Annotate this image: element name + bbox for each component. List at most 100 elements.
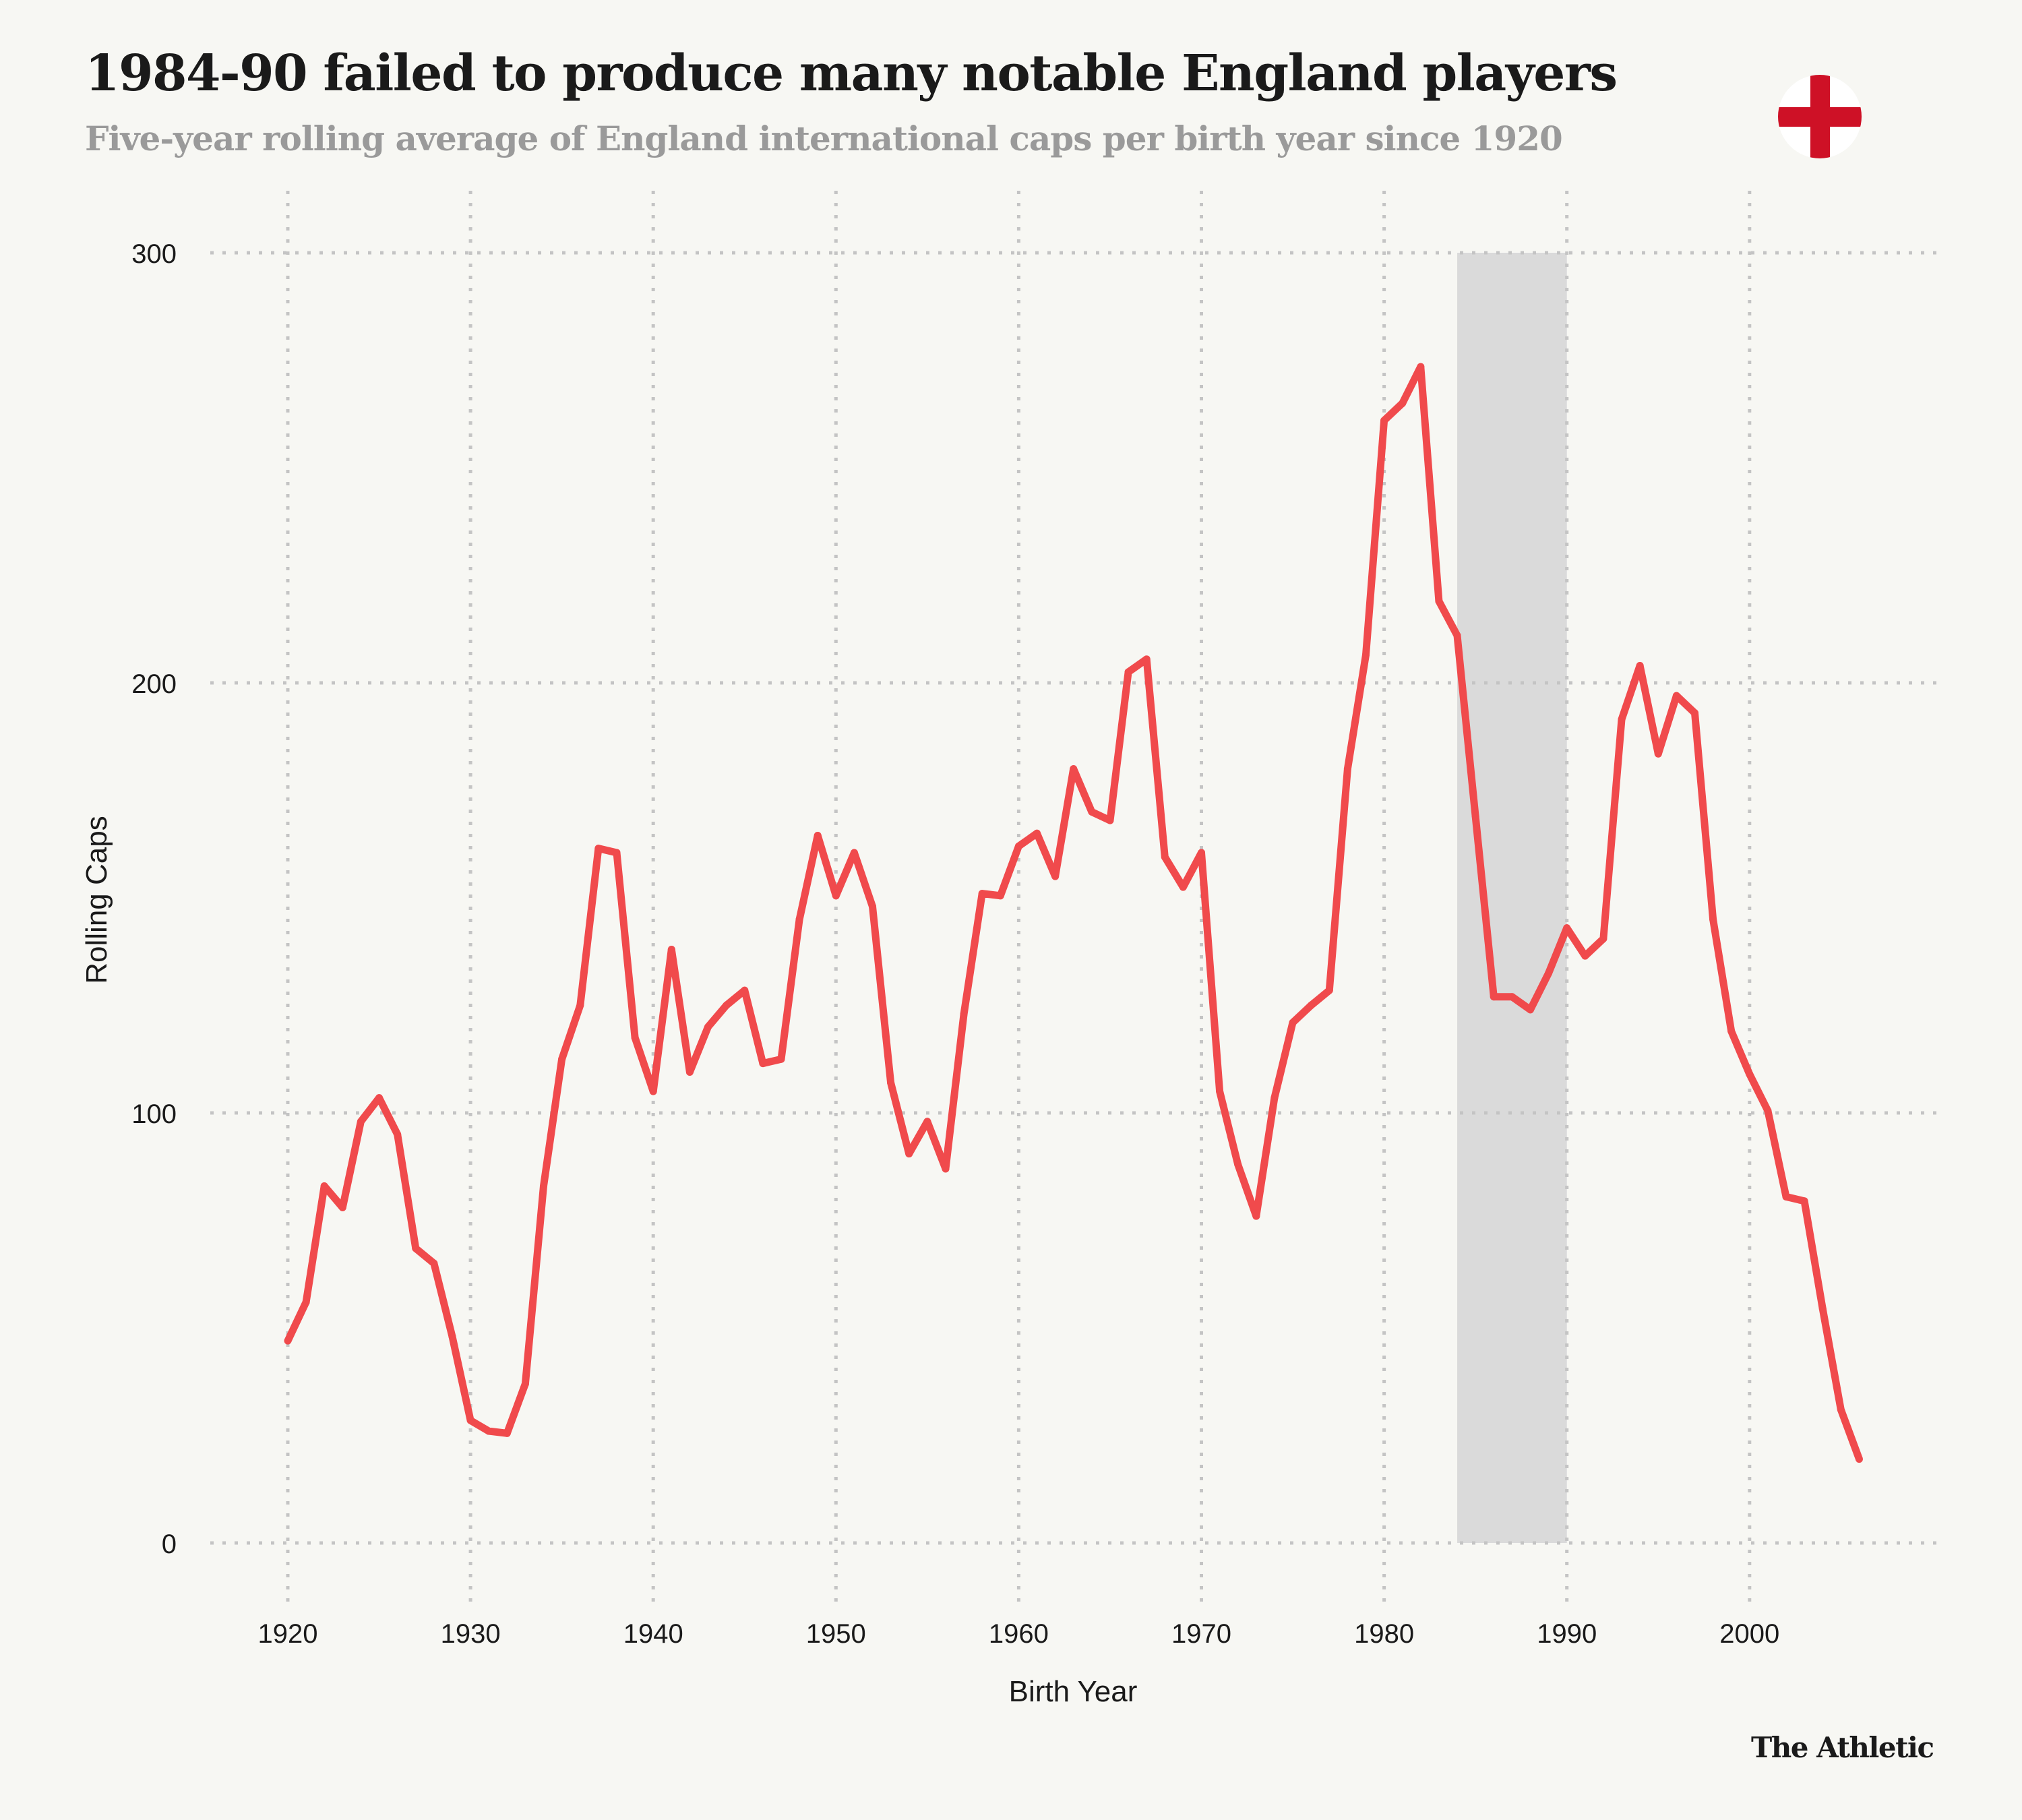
chart-title: 1984-90 failed to produce many notable E… xyxy=(85,44,1618,102)
data-point-1972 xyxy=(1234,1161,1242,1169)
x-axis-tick-labels: 1920 1930 1940 1950 1960 1970 1980 1990 2000 xyxy=(258,1619,1780,1649)
vertical-gridlines xyxy=(286,191,1752,1606)
data-point-1973 xyxy=(1252,1212,1260,1220)
data-point-1996 xyxy=(1672,692,1680,700)
data-point-1949 xyxy=(814,831,822,839)
data-point-1930 xyxy=(466,1416,474,1424)
x-tick-label: 2000 xyxy=(1719,1619,1779,1649)
data-point-1926 xyxy=(394,1130,402,1139)
data-point-1997 xyxy=(1690,709,1698,717)
data-point-1965 xyxy=(1106,816,1114,824)
data-point-1976 xyxy=(1307,1002,1315,1009)
data-point-1945 xyxy=(741,986,749,994)
data-point-1920 xyxy=(284,1337,292,1345)
data-point-1989 xyxy=(1545,969,1553,977)
data-point-1999 xyxy=(1727,1027,1736,1035)
data-point-1929 xyxy=(448,1333,456,1341)
data-point-1940 xyxy=(649,1087,657,1095)
data-point-1986 xyxy=(1490,993,1498,1001)
data-point-1991 xyxy=(1581,952,1589,960)
data-point-1934 xyxy=(540,1182,548,1190)
data-point-1942 xyxy=(685,1068,694,1076)
flag-cross-horizontal xyxy=(1778,107,1862,127)
y-tick-label: 300 xyxy=(131,239,177,269)
data-point-1971 xyxy=(1216,1087,1224,1095)
data-point-1994 xyxy=(1636,661,1644,669)
data-point-2005 xyxy=(1837,1405,1845,1414)
data-point-1927 xyxy=(412,1244,420,1252)
data-point-2003 xyxy=(1800,1197,1808,1205)
data-point-1931 xyxy=(485,1427,493,1435)
x-tick-label: 1940 xyxy=(623,1619,683,1649)
data-point-1948 xyxy=(795,915,803,923)
data-point-1984 xyxy=(1453,632,1461,640)
data-point-1981 xyxy=(1399,399,1407,407)
data-point-1941 xyxy=(667,946,675,954)
data-point-1943 xyxy=(704,1023,712,1031)
data-point-1936 xyxy=(576,1002,584,1009)
chart-subtitle: Five-year rolling average of England int… xyxy=(85,119,1563,158)
data-point-1960 xyxy=(1014,842,1022,850)
data-point-1988 xyxy=(1526,1006,1534,1014)
data-point-1977 xyxy=(1325,986,1333,994)
data-point-1990 xyxy=(1563,924,1571,932)
data-point-1935 xyxy=(558,1055,566,1063)
data-point-1956 xyxy=(942,1165,950,1173)
series-line-rolling-caps xyxy=(284,363,1863,1461)
data-point-1938 xyxy=(613,849,621,857)
x-tick-label: 1960 xyxy=(989,1619,1049,1649)
data-point-1950 xyxy=(832,892,840,900)
data-point-1952 xyxy=(869,903,877,911)
data-point-1985 xyxy=(1471,812,1479,820)
data-point-2002 xyxy=(1782,1192,1790,1201)
data-point-1947 xyxy=(777,1055,785,1063)
data-point-1979 xyxy=(1361,651,1370,659)
x-tick-label: 1920 xyxy=(258,1619,318,1649)
y-tick-label: 0 xyxy=(162,1529,177,1559)
data-point-1987 xyxy=(1508,993,1516,1001)
x-tick-label: 1980 xyxy=(1354,1619,1414,1649)
data-point-1957 xyxy=(960,1010,968,1018)
data-point-1939 xyxy=(631,1033,639,1041)
data-point-1963 xyxy=(1070,765,1078,773)
data-point-1946 xyxy=(759,1060,767,1068)
data-point-1933 xyxy=(521,1380,529,1388)
data-point-2004 xyxy=(1818,1304,1827,1312)
data-point-1954 xyxy=(905,1150,913,1158)
highlight-band-1984-1990 xyxy=(1457,253,1567,1543)
data-point-1921 xyxy=(302,1298,310,1306)
x-tick-label: 1970 xyxy=(1171,1619,1231,1649)
data-point-1932 xyxy=(503,1429,511,1437)
data-point-1966 xyxy=(1124,668,1132,676)
data-points xyxy=(284,363,1863,1463)
data-point-1964 xyxy=(1088,808,1096,816)
y-axis-title: Rolling Caps xyxy=(80,816,113,983)
data-point-1951 xyxy=(850,849,858,857)
data-point-1962 xyxy=(1051,872,1060,880)
data-point-1978 xyxy=(1343,765,1351,773)
data-point-1937 xyxy=(594,845,603,853)
horizontal-gridlines xyxy=(210,251,1938,1545)
x-axis-title: Birth Year xyxy=(1009,1675,1138,1708)
data-point-1968 xyxy=(1161,853,1169,861)
the-athletic-logo: The Athletic xyxy=(1751,1731,1934,1764)
data-point-1982 xyxy=(1417,363,1425,371)
data-point-1980 xyxy=(1380,417,1388,425)
data-point-1958 xyxy=(978,890,986,898)
x-tick-label: 1990 xyxy=(1537,1619,1597,1649)
data-point-1974 xyxy=(1270,1094,1279,1102)
y-tick-label: 200 xyxy=(131,669,177,699)
data-point-1944 xyxy=(723,1002,731,1009)
data-point-1923 xyxy=(338,1203,346,1211)
data-point-1995 xyxy=(1654,750,1662,758)
england-flag-icon xyxy=(1778,75,1862,158)
data-point-1998 xyxy=(1709,915,1717,923)
data-point-1967 xyxy=(1142,655,1151,663)
data-point-2000 xyxy=(1746,1070,1754,1079)
data-point-1953 xyxy=(887,1079,895,1087)
x-tick-label: 1930 xyxy=(441,1619,501,1649)
data-point-1955 xyxy=(923,1118,931,1126)
data-point-1983 xyxy=(1435,597,1443,605)
data-point-2006 xyxy=(1855,1455,1863,1463)
